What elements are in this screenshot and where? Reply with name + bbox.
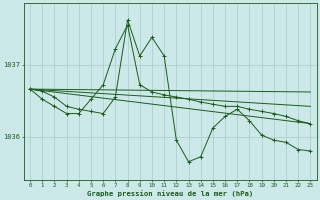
X-axis label: Graphe pression niveau de la mer (hPa): Graphe pression niveau de la mer (hPa) (87, 190, 253, 197)
